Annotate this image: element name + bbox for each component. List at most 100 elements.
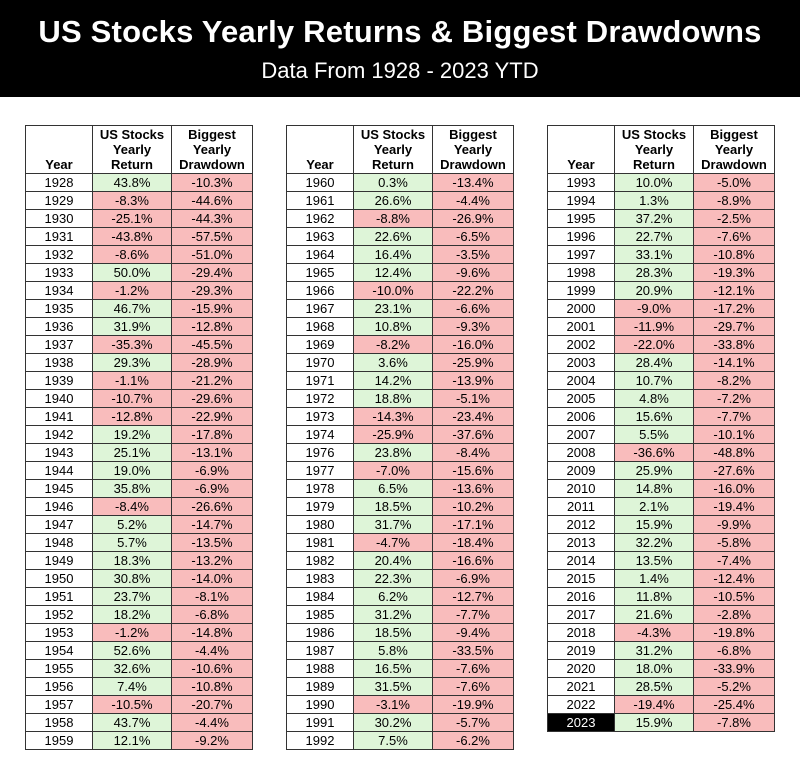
drawdown-cell: -20.7% (171, 695, 253, 714)
year-header: Year (25, 125, 93, 174)
year-cell: 2003 (547, 353, 615, 372)
table-row: 1942 19.2% -17.8% (25, 425, 253, 444)
year-cell: 1938 (25, 353, 93, 372)
drawdown-cell: -23.4% (432, 407, 514, 426)
table-row: 1993 10.0% -5.0% (547, 173, 775, 192)
year-cell: 2015 (547, 569, 615, 588)
table-row: 2022 -19.4% -25.4% (547, 695, 775, 714)
return-cell: -1.1% (92, 371, 172, 390)
year-cell: 1930 (25, 209, 93, 228)
year-cell: 1944 (25, 461, 93, 480)
return-cell: 30.8% (92, 569, 172, 588)
return-cell: -4.3% (614, 623, 694, 642)
table-row: 1970 3.6% -25.9% (286, 353, 514, 372)
year-cell: 1999 (547, 281, 615, 300)
drawdown-cell: -4.4% (432, 191, 514, 210)
year-cell: 2023 (547, 713, 615, 732)
table-row: 2023 15.9% -7.8% (547, 713, 775, 732)
table-row: 1928 43.8% -10.3% (25, 173, 253, 192)
return-cell: -8.6% (92, 245, 172, 264)
table-row: 1987 5.8% -33.5% (286, 641, 514, 660)
year-cell: 1960 (286, 173, 354, 192)
drawdown-cell: -12.7% (432, 587, 514, 606)
year-cell: 1959 (25, 731, 93, 750)
year-cell: 1973 (286, 407, 354, 426)
returns-table-1: Year US Stocks Yearly Return Biggest Yearly Dr… (25, 125, 253, 750)
year-cell: 2007 (547, 425, 615, 444)
drawdown-cell: -16.6% (432, 551, 514, 570)
table-row: 2015 1.4% -12.4% (547, 569, 775, 588)
header-line: Yearly (192, 142, 232, 157)
return-cell: 25.1% (92, 443, 172, 462)
drawdown-cell: -2.8% (693, 605, 775, 624)
return-header: US Stocks Yearly Return (353, 125, 433, 174)
drawdown-cell: -9.6% (432, 263, 514, 282)
year-cell: 1931 (25, 227, 93, 246)
return-cell: -1.2% (92, 623, 172, 642)
year-cell: 1992 (286, 731, 354, 750)
year-cell: 2009 (547, 461, 615, 480)
return-cell: 5.2% (92, 515, 172, 534)
table-row: 1954 52.6% -4.4% (25, 641, 253, 660)
return-cell: -35.3% (92, 335, 172, 354)
year-cell: 1996 (547, 227, 615, 246)
return-cell: 7.5% (353, 731, 433, 750)
table-row: 1958 43.7% -4.4% (25, 713, 253, 732)
table-row: 1950 30.8% -14.0% (25, 569, 253, 588)
drawdown-cell: -15.6% (432, 461, 514, 480)
drawdown-cell: -9.3% (432, 317, 514, 336)
return-cell: 23.7% (92, 587, 172, 606)
drawdown-cell: -8.9% (693, 191, 775, 210)
return-cell: 22.7% (614, 227, 694, 246)
year-header: Year (547, 125, 615, 174)
drawdown-cell: -19.9% (432, 695, 514, 714)
return-cell: 0.3% (353, 173, 433, 192)
drawdown-cell: -26.9% (432, 209, 514, 228)
return-cell: -10.7% (92, 389, 172, 408)
drawdown-cell: -21.2% (171, 371, 253, 390)
return-cell: 50.0% (92, 263, 172, 282)
drawdown-cell: -29.3% (171, 281, 253, 300)
table-row: 1969 -8.2% -16.0% (286, 335, 514, 354)
table-row: 2009 25.9% -27.6% (547, 461, 775, 480)
header-line: US Stocks (621, 127, 687, 142)
table-row: 1986 18.5% -9.4% (286, 623, 514, 642)
header-line: Drawdown (179, 157, 245, 172)
table-row: 1930 -25.1% -44.3% (25, 209, 253, 228)
return-cell: 33.1% (614, 245, 694, 264)
table-row: 1972 18.8% -5.1% (286, 389, 514, 408)
drawdown-header: Biggest Yearly Drawdown (432, 125, 514, 174)
year-cell: 1949 (25, 551, 93, 570)
drawdown-cell: -18.4% (432, 533, 514, 552)
year-cell: 1957 (25, 695, 93, 714)
year-cell: 1945 (25, 479, 93, 498)
return-cell: 22.3% (353, 569, 433, 588)
table-row: 1997 33.1% -10.8% (547, 245, 775, 264)
year-cell: 1933 (25, 263, 93, 282)
header-line: Return (633, 157, 675, 172)
table-row: 2010 14.8% -16.0% (547, 479, 775, 498)
drawdown-cell: -19.4% (693, 497, 775, 516)
year-cell: 1942 (25, 425, 93, 444)
table-row: 1968 10.8% -9.3% (286, 317, 514, 336)
table-row: 2006 15.6% -7.7% (547, 407, 775, 426)
header-line: US Stocks (99, 127, 165, 142)
year-cell: 1998 (547, 263, 615, 282)
year-cell: 1953 (25, 623, 93, 642)
year-cell: 1981 (286, 533, 354, 552)
year-cell: 1967 (286, 299, 354, 318)
year-cell: 1976 (286, 443, 354, 462)
drawdown-cell: -33.5% (432, 641, 514, 660)
return-cell: 4.8% (614, 389, 694, 408)
drawdown-cell: -7.2% (693, 389, 775, 408)
drawdown-cell: -10.5% (693, 587, 775, 606)
drawdown-cell: -6.8% (171, 605, 253, 624)
return-cell: 37.2% (614, 209, 694, 228)
year-cell: 1984 (286, 587, 354, 606)
drawdown-cell: -25.4% (693, 695, 775, 714)
drawdown-cell: -22.9% (171, 407, 253, 426)
return-cell: 21.6% (614, 605, 694, 624)
year-cell: 1947 (25, 515, 93, 534)
return-cell: 16.5% (353, 659, 433, 678)
year-cell: 1941 (25, 407, 93, 426)
